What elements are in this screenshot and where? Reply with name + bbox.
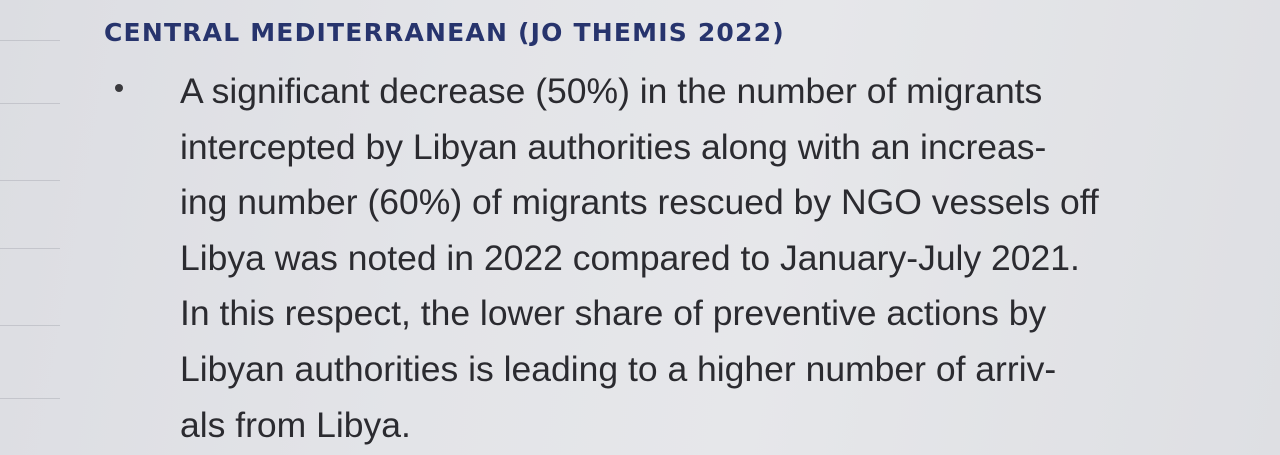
paragraph-line: Libyan authorities is leading to a highe…: [180, 348, 1057, 389]
page-edge-lines: [0, 0, 70, 455]
paragraph-line: Libya was noted in 2022 compared to Janu…: [180, 237, 1080, 278]
paragraph-line: A significant decrease (50%) in the numb…: [180, 71, 1043, 111]
paragraph-line: intercepted by Libyan authorities along …: [180, 126, 1047, 167]
paragraph-line: ing number (60%) of migrants rescued by …: [180, 182, 1099, 223]
paragraph-line: als from Libya.: [180, 404, 411, 445]
section-heading: CENTRAL MEDITERRANEAN (JO THEMIS 2022): [104, 18, 785, 47]
paragraph-line: In this respect, the lower share of prev…: [180, 293, 1047, 334]
bullet-point-icon: [115, 84, 123, 92]
bullet-paragraph: A significant decrease (50%) in the numb…: [180, 64, 1180, 453]
